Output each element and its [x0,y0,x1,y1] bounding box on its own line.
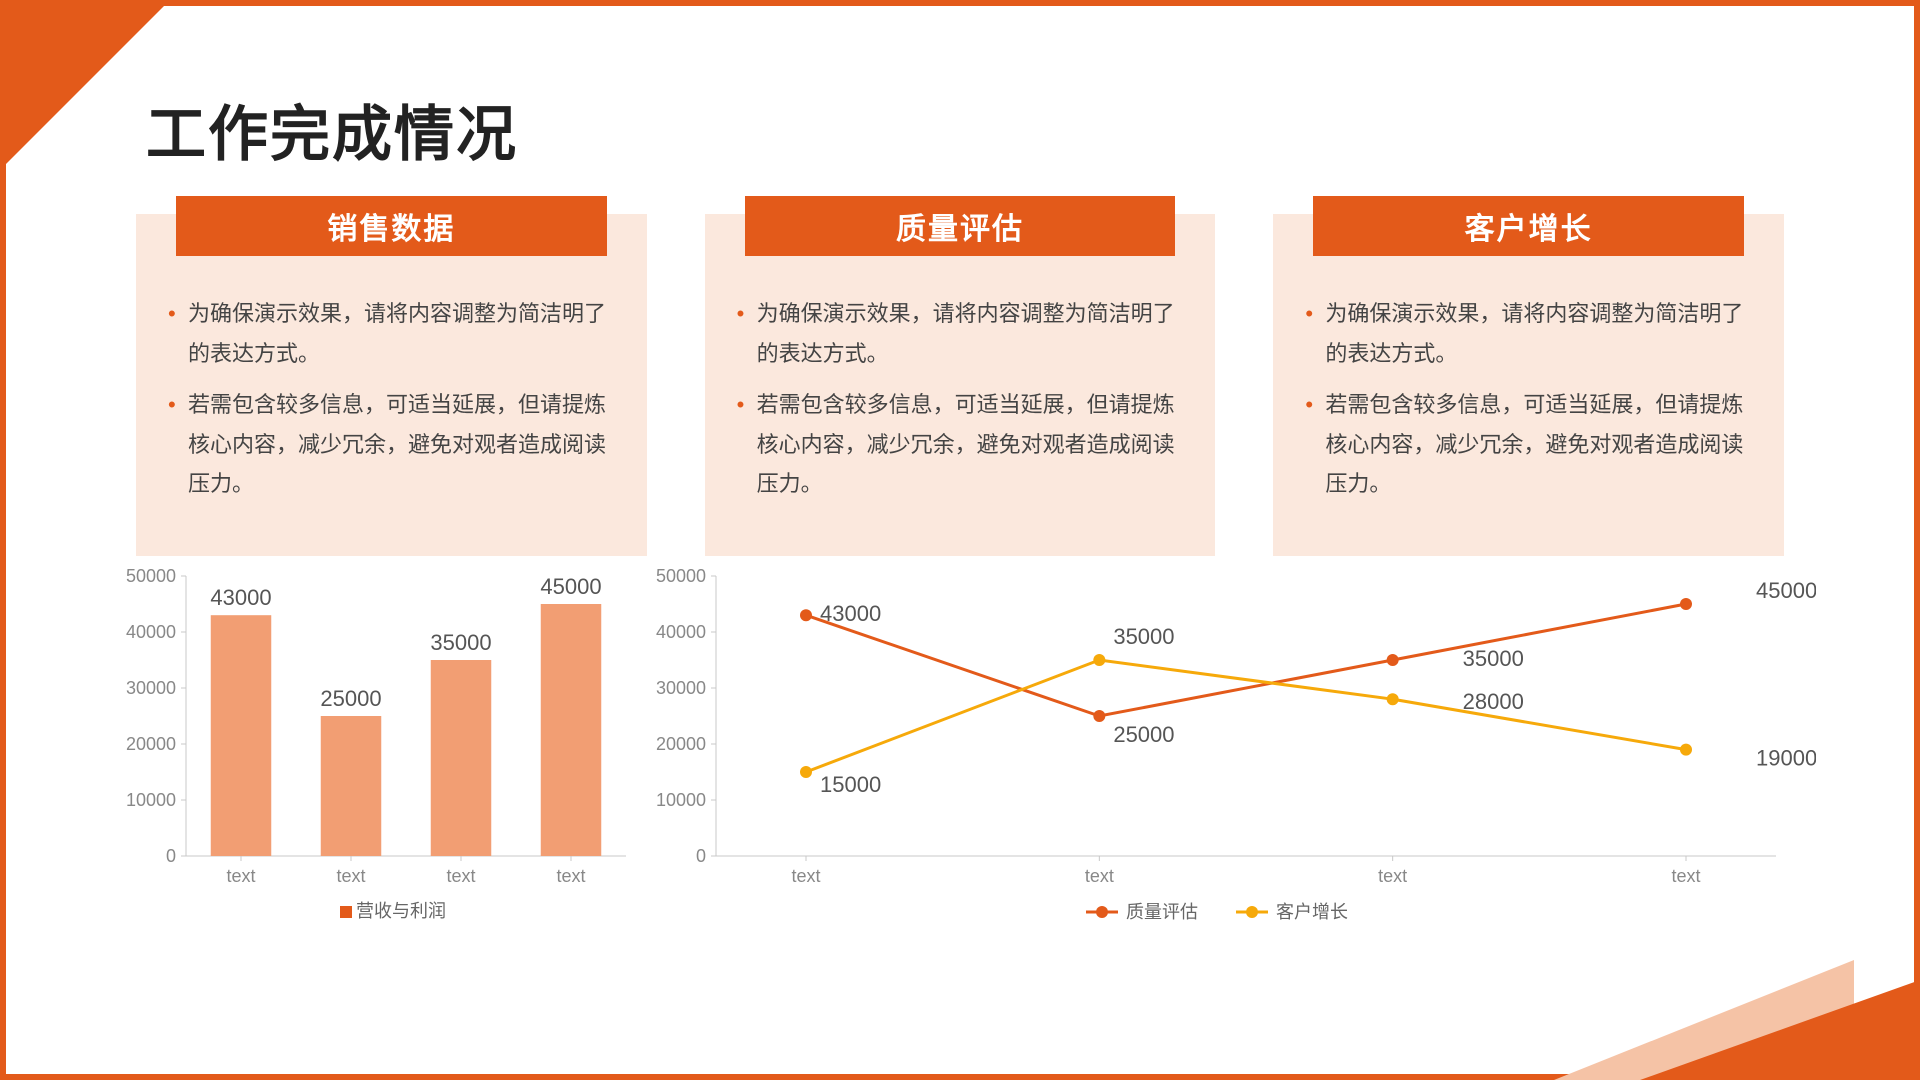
svg-text:35000: 35000 [1113,624,1174,649]
card-row: 销售数据 为确保演示效果，请将内容调整为简洁明了的表达方式。 若需包含较多信息，… [136,196,1784,556]
svg-text:营收与利润: 营收与利润 [356,901,446,921]
svg-text:50000: 50000 [656,566,706,586]
card-header: 销售数据 [176,196,607,256]
svg-text:20000: 20000 [126,734,176,754]
card-sales: 销售数据 为确保演示效果，请将内容调整为简洁明了的表达方式。 若需包含较多信息，… [136,196,647,556]
svg-text:10000: 10000 [126,790,176,810]
svg-text:50000: 50000 [126,566,176,586]
charts-row: 0 10000 20000 30000 40000 50000 43000 text 25000… [116,556,1804,956]
svg-text:30000: 30000 [656,678,706,698]
svg-text:30000: 30000 [126,678,176,698]
bullet: 为确保演示效果，请将内容调整为简洁明了的表达方式。 [1299,294,1758,373]
svg-text:35000: 35000 [1463,646,1524,671]
svg-text:客户增长: 客户增长 [1276,902,1348,922]
page-title: 工作完成情况 [146,86,518,173]
svg-text:text: text [556,866,585,886]
svg-text:text: text [791,866,820,886]
svg-text:45000: 45000 [540,574,601,599]
svg-text:text: text [336,866,365,886]
svg-text:0: 0 [696,846,706,866]
card-header: 质量评估 [745,196,1176,256]
card-customer: 客户增长 为确保演示效果，请将内容调整为简洁明了的表达方式。 若需包含较多信息，… [1273,196,1784,556]
svg-text:text: text [226,866,255,886]
bullet: 为确保演示效果，请将内容调整为简洁明了的表达方式。 [731,294,1190,373]
svg-text:28000: 28000 [1463,689,1524,714]
bullet: 若需包含较多信息，可适当延展，但请提炼核心内容，减少冗余，避免对观者造成阅读压力… [731,385,1190,504]
bullet: 若需包含较多信息，可适当延展，但请提炼核心内容，减少冗余，避免对观者造成阅读压力… [162,385,621,504]
svg-text:35000: 35000 [430,630,491,655]
bullet: 为确保演示效果，请将内容调整为简洁明了的表达方式。 [162,294,621,373]
corner-decor-top-left [0,0,170,170]
slide: 工作完成情况 销售数据 为确保演示效果，请将内容调整为简洁明了的表达方式。 若需… [0,0,1920,1080]
svg-text:43000: 43000 [210,585,271,610]
svg-text:10000: 10000 [656,790,706,810]
svg-text:text: text [1085,866,1114,886]
svg-text:20000: 20000 [656,734,706,754]
line-chart: 0 10000 20000 30000 40000 50000 text text text te… [636,556,1816,936]
svg-text:质量评估: 质量评估 [1126,902,1198,922]
svg-text:40000: 40000 [656,622,706,642]
svg-text:40000: 40000 [126,622,176,642]
bullet: 若需包含较多信息，可适当延展，但请提炼核心内容，减少冗余，避免对观者造成阅读压力… [1299,385,1758,504]
svg-text:15000: 15000 [820,772,881,797]
card-body: 为确保演示效果，请将内容调整为简洁明了的表达方式。 若需包含较多信息，可适当延展… [136,214,647,556]
svg-text:19000: 19000 [1756,746,1816,771]
card-header: 客户增长 [1313,196,1744,256]
card-quality: 质量评估 为确保演示效果，请将内容调整为简洁明了的表达方式。 若需包含较多信息，… [705,196,1216,556]
svg-text:text: text [1671,866,1700,886]
bar-chart: 0 10000 20000 30000 40000 50000 43000 text 25000… [116,556,636,936]
card-body: 为确保演示效果，请将内容调整为简洁明了的表达方式。 若需包含较多信息，可适当延展… [705,214,1216,556]
svg-text:0: 0 [166,846,176,866]
svg-text:25000: 25000 [1113,722,1174,747]
svg-text:text: text [446,866,475,886]
corner-decor-bottom-right [1640,980,1920,1080]
card-body: 为确保演示效果，请将内容调整为简洁明了的表达方式。 若需包含较多信息，可适当延展… [1273,214,1784,556]
svg-text:25000: 25000 [320,686,381,711]
svg-text:43000: 43000 [820,601,881,626]
svg-text:45000: 45000 [1756,578,1816,603]
svg-text:text: text [1378,866,1407,886]
